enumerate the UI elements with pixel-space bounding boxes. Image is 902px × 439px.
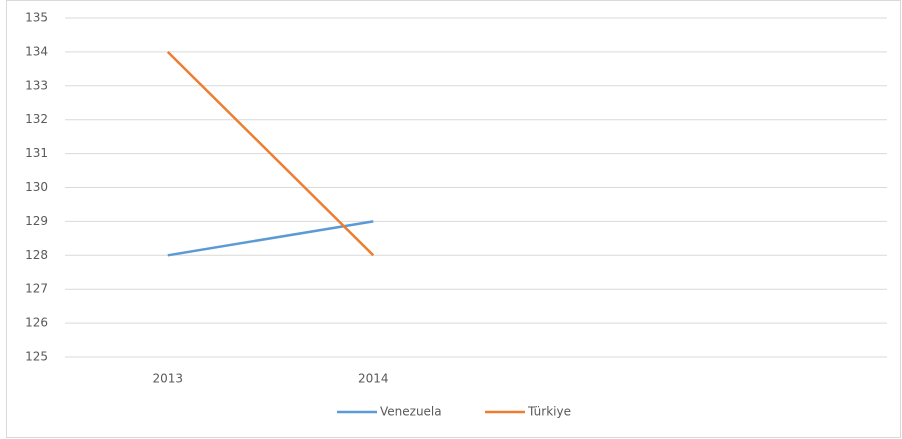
- series-line: [166, 51, 375, 257]
- y-tick-label: 125: [25, 350, 48, 364]
- y-tick-label: 131: [25, 146, 48, 160]
- y-tick-label: 134: [25, 44, 48, 58]
- x-tick-label: 2013: [152, 372, 183, 386]
- y-tick-label: 127: [25, 282, 48, 296]
- y-tick-label: 129: [25, 214, 48, 228]
- y-tick-label: 128: [25, 248, 48, 262]
- y-tick-label: 126: [25, 316, 48, 330]
- y-tick-label: 132: [25, 112, 48, 126]
- series-line: [167, 220, 374, 257]
- x-tick-label: 2014: [358, 372, 389, 386]
- y-tick-label: 133: [25, 78, 48, 92]
- legend-label: Türkiye: [527, 405, 571, 419]
- y-tick-label: 135: [25, 11, 48, 25]
- chart-frame: [6, 0, 901, 438]
- y-tick-label: 130: [25, 180, 48, 194]
- legend-label: Venezuela: [380, 405, 442, 419]
